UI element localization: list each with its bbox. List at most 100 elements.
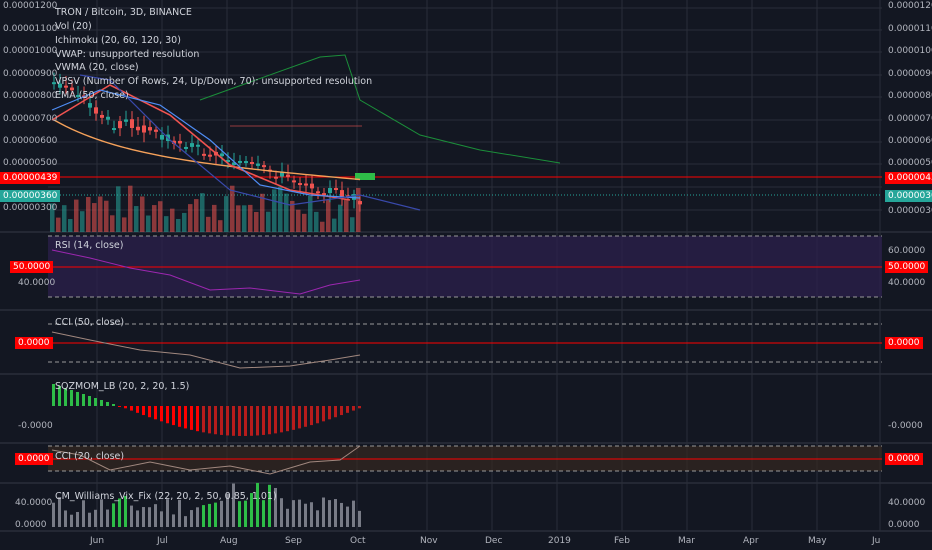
vix-bar <box>262 500 265 527</box>
vwma-line <box>51 84 351 201</box>
sqzmom-bar <box>124 406 127 409</box>
candle-body <box>208 154 212 157</box>
candle-body <box>154 129 158 132</box>
vix-bar <box>274 487 277 527</box>
candle-body <box>112 128 116 131</box>
rsi-tick-right: 40.0000 <box>888 278 926 288</box>
candle-body <box>136 126 140 131</box>
vix-bar <box>88 512 91 527</box>
time-tick: Dec <box>485 536 503 546</box>
candle-body <box>226 160 230 163</box>
vix-bar <box>208 503 211 527</box>
volume-bar <box>296 209 301 232</box>
candle-body <box>352 194 356 200</box>
sqzmom-bar <box>262 406 265 435</box>
main-legend-ichimoku[interactable]: Ichimoku (20, 60, 120, 30) <box>55 35 181 46</box>
sqzmom-bar <box>154 406 157 420</box>
volume-bar <box>230 185 235 232</box>
main-legend-symbol[interactable]: TRON / Bitcoin, 3D, BINANCE <box>55 7 192 18</box>
price-tick-left: 0.00000900 <box>3 69 58 79</box>
candle-body <box>292 180 296 183</box>
vix-bar <box>334 499 337 527</box>
vix-bar <box>304 503 307 527</box>
ichimoku-lagging <box>199 54 561 164</box>
volume-bar <box>200 193 205 232</box>
candle-body <box>196 144 200 147</box>
candle-body <box>190 143 194 147</box>
candle-body <box>304 183 308 186</box>
price-tick-right: 0.00000700 <box>888 114 932 124</box>
cci50-legend[interactable]: CCI (50, close) <box>55 317 125 328</box>
main-legend-vwma[interactable]: VWMA (20, close) <box>55 62 139 73</box>
sqzmom-bar <box>226 406 229 436</box>
volume-bar <box>254 211 259 232</box>
sqzmom-bar <box>274 406 277 434</box>
sqzmom-bar <box>106 402 109 406</box>
time-tick: Apr <box>743 536 759 546</box>
sqzmom-bar <box>130 406 133 411</box>
sqzmom-bar <box>286 406 289 432</box>
sqzmom-bar <box>112 404 115 406</box>
volume-bar <box>320 221 325 232</box>
candle-body <box>316 191 320 194</box>
price-tick-right: 0.00001000 <box>888 46 932 56</box>
vix-tick-left: 0.0000 <box>15 520 47 530</box>
sqzmom-bar <box>214 406 217 435</box>
volume-bar <box>242 205 247 232</box>
volume-bar <box>284 193 289 232</box>
rsi-legend[interactable]: RSI (14, close) <box>55 240 124 251</box>
volume-bar <box>152 205 157 232</box>
candle-body <box>358 201 362 205</box>
rsi-tick-right: 60.0000 <box>888 246 926 256</box>
rsi-tag-right: 50.0000 <box>885 261 929 273</box>
vix-bar <box>316 510 319 527</box>
cci20-legend[interactable]: CCI (20, close) <box>55 451 125 462</box>
sqzmom-bar <box>196 406 199 432</box>
sqzmom-legend[interactable]: SQZMOM_LB (20, 2, 20, 1.5) <box>55 381 190 392</box>
sqzmom-bar <box>232 406 235 436</box>
volume-bar <box>74 199 79 232</box>
price-tag-green-right: 0.00000360 <box>885 190 932 202</box>
candle-body <box>64 85 68 88</box>
vix-bar <box>58 497 61 527</box>
price-tick-left: 0.00001000 <box>3 46 58 56</box>
price-tick-right: 0.00000600 <box>888 136 932 146</box>
volume-bar <box>170 208 175 232</box>
volume-bar <box>140 196 145 232</box>
candle-body <box>100 114 104 118</box>
time-tick: Jul <box>157 536 168 546</box>
vix-bar <box>202 505 205 527</box>
main-legend-ema[interactable]: EMA (50, close) <box>55 90 129 101</box>
candle-body <box>328 188 332 194</box>
rsi-tick-left: 40.0000 <box>18 278 56 288</box>
sqzmom-bar <box>76 392 79 406</box>
vix-fix-legend[interactable]: CM_Williams_Vix_Fix (22, 20, 2, 50, 0.85… <box>55 491 277 502</box>
main-legend-vpsv[interactable]: VPSV (Number Of Rows, 24, Up/Down, 70): … <box>55 76 373 87</box>
volume-bar <box>314 211 319 232</box>
candle-body <box>340 190 344 198</box>
sqzmom-bar <box>298 406 301 429</box>
sqzmom-bar <box>88 396 91 406</box>
candle-body <box>238 160 242 163</box>
candle-body <box>76 95 80 98</box>
candle-body <box>94 107 98 114</box>
time-tick: Nov <box>420 536 438 546</box>
vix-bar <box>268 484 271 527</box>
sqzmom-bar <box>94 398 97 406</box>
volume-bar <box>146 215 151 232</box>
main-legend-vwap[interactable]: VWAP: unsupported resolution <box>55 49 200 60</box>
volume-bar <box>332 218 337 232</box>
volume-bar <box>308 195 313 232</box>
candle-body <box>256 163 260 166</box>
sqzmom-bar <box>58 386 61 406</box>
volume-bar <box>236 205 241 232</box>
sqzmom-bar <box>310 406 313 426</box>
volume-bar <box>278 186 283 232</box>
vix-tick-right: 0.0000 <box>888 520 920 530</box>
price-tick-left: 0.00000300 <box>3 203 58 213</box>
volume-bar <box>338 204 343 232</box>
sqzmom-bar <box>268 406 271 435</box>
candle-body <box>106 116 110 120</box>
main-legend-vol[interactable]: Vol (20) <box>55 21 92 32</box>
